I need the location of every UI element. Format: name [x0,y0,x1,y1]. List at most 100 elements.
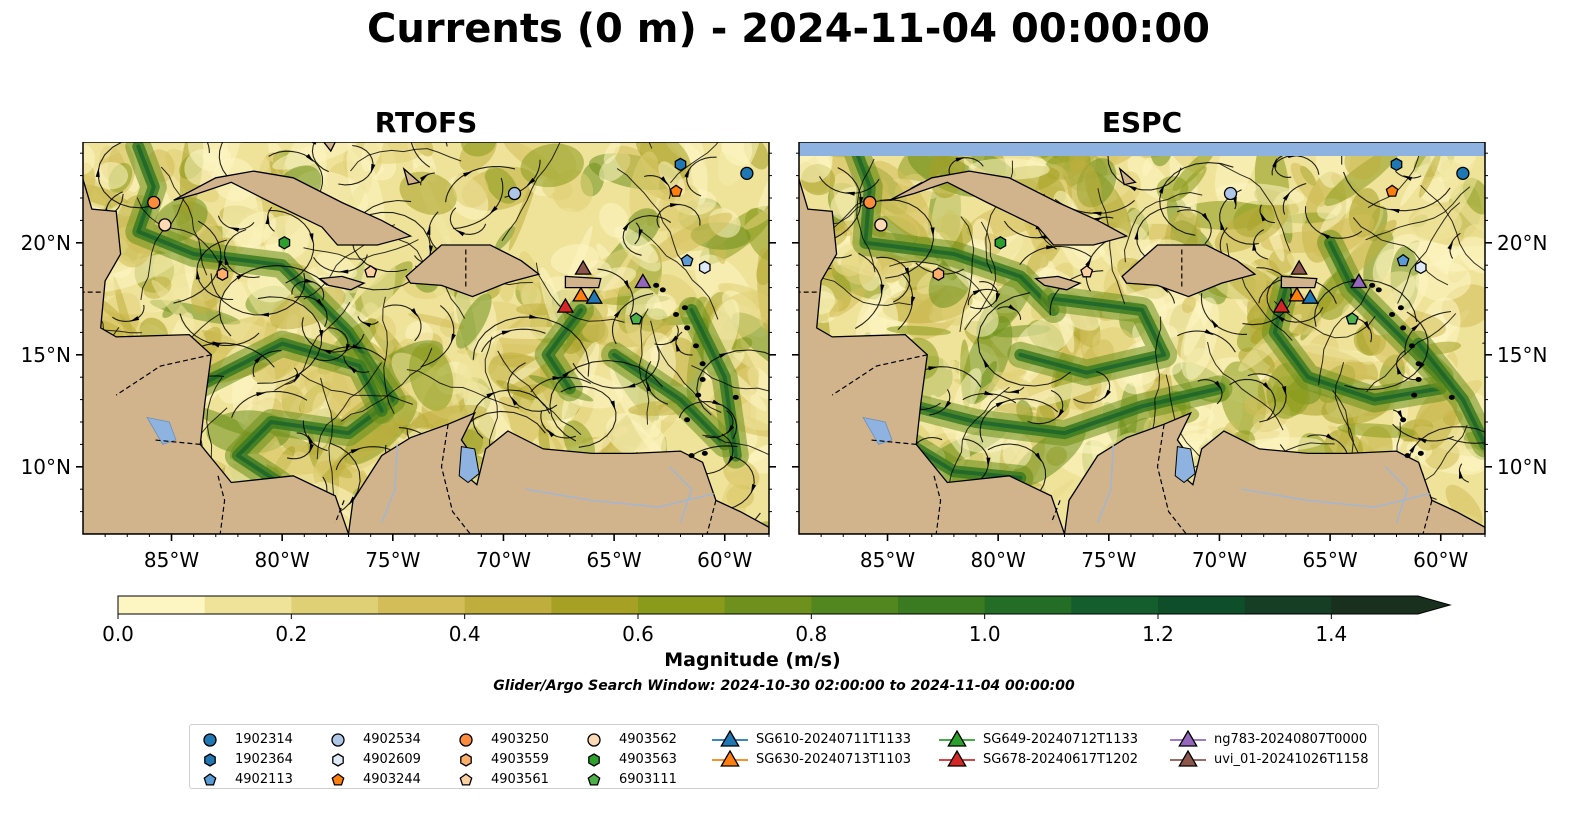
colorbar-label: Magnitude (m/s) [664,649,841,671]
platform-marker [1396,253,1410,267]
colorbar-tick-label: 0.4 [449,622,481,646]
legend-label: uvi_01-20241026T1158 [1214,752,1369,767]
legend-label: SG610-20240711T1133 [756,732,912,747]
legend-marker [1178,730,1198,747]
platform-marker [634,273,652,289]
current-field [799,142,1485,534]
platform-marker [507,186,522,201]
search-window-caption: Glider/Argo Search Window: 2024-10-30 02… [493,678,1075,694]
current-field [83,142,769,534]
platform-marker [1290,259,1308,275]
colorbar-segment [551,596,639,614]
x-tick-label: 60°W [1413,548,1468,572]
legend-label: 4902609 [363,752,421,767]
map-panel-espc: 85°W 80°W 75°W 70°W 65°W 60°W 20°N 15°N 10°N [792,142,1547,572]
platform-marker [932,267,945,281]
platform-marker [680,253,694,267]
colorbar-tick-label: 0.6 [622,622,654,646]
legend-marker [947,750,967,767]
legend-label: SG649-20240712T1133 [983,732,1139,747]
legend-marker [331,733,345,747]
x-tick-label: 75°W [1081,548,1136,572]
colorbar-segment [378,596,466,614]
x-tick-label: 85°W [144,548,199,572]
colorbar-tick-label: 0.8 [795,622,827,646]
colorbar-segment [118,596,206,614]
platform-marker [1414,260,1427,275]
legend-label: SG678-20240617T1202 [983,752,1139,767]
platform-marker [216,267,229,281]
platform-marker [1350,273,1368,289]
colorbar-segment [1331,596,1419,614]
platform-marker [1288,286,1306,302]
x-tick-label: 80°W [971,548,1026,572]
y-tick-label: 20°N [21,231,71,255]
legend-label: 1902314 [235,732,293,747]
legend-marker [587,733,601,747]
legend-marker [203,733,217,747]
legend-marker [947,730,967,747]
platform-marker [574,259,592,275]
y-tick-label: 15°N [21,343,71,367]
legend-label: 6903111 [619,772,677,787]
platform-marker [1385,184,1399,197]
platform-marker [572,286,590,302]
colorbar-tick-label: 1.2 [1142,622,1174,646]
legend-marker [1178,750,1198,767]
colorbar-segment [464,596,552,614]
platform-marker [874,218,888,232]
legend: 1902314 1902364 4902113 4902534 4902609 49032… [189,724,1379,789]
y-tick-label: 15°N [1497,343,1547,367]
platform-marker [674,157,687,172]
legend-marker [459,733,473,747]
colorbar-segment [1158,596,1246,614]
x-tick-label: 65°W [586,548,641,572]
platform-marker [698,260,711,275]
platform-marker [629,312,643,325]
platform-marker [740,166,754,181]
legend-marker [720,750,740,767]
colorbar-segment [204,596,292,614]
y-tick-label: 20°N [1497,231,1547,255]
legend-label: 1902364 [235,752,293,767]
legend-label: 4903563 [619,752,677,767]
colorbar: 0.0 0.2 0.4 0.6 0.8 1.0 1.2 1.4 [102,595,1452,646]
colorbar-segment [638,596,726,614]
platform-marker [1345,312,1359,325]
legend-marker [720,730,740,747]
platform-marker [364,265,378,278]
platform-marker [147,195,161,210]
colorbar-tick-label: 0.2 [275,622,307,646]
legend-marker [460,753,472,767]
platform-marker [994,236,1007,250]
colorbar-tick-label: 1.4 [1315,622,1347,646]
platform-marker [1301,288,1319,304]
platform-marker [158,218,172,232]
platform-marker [1080,265,1094,278]
x-tick-label: 70°W [1192,548,1247,572]
legend-marker [332,753,344,767]
legend-marker [331,773,345,786]
colorbar-tick-label: 1.0 [969,622,1001,646]
colorbar-segment [1071,596,1159,614]
legend-marker [203,773,217,786]
y-tick-label: 10°N [1497,455,1547,479]
map-panel-rtofs: 85°W 80°W 75°W 70°W 65°W 60°W 20°N 15°N 10°N [21,142,776,572]
platform-marker [278,236,291,250]
legend-label: ng783-20240807T0000 [1214,732,1368,747]
platform-marker [863,195,877,210]
legend-label: 4902534 [363,732,421,747]
x-tick-label: 80°W [255,548,310,572]
colorbar-tick-label: 0.0 [102,622,134,646]
y-tick-label: 10°N [21,455,71,479]
legend-marker [588,753,600,767]
platform-marker [669,184,683,197]
legend-label: 4903562 [619,732,677,747]
x-tick-label: 75°W [365,548,420,572]
colorbar-segment [724,596,812,614]
legend-label: 4902113 [235,772,293,787]
platform-marker [1456,166,1470,181]
panel-title-espc: ESPC [1101,106,1183,139]
legend-label: 4903559 [491,752,549,767]
colorbar-segment [984,596,1072,614]
